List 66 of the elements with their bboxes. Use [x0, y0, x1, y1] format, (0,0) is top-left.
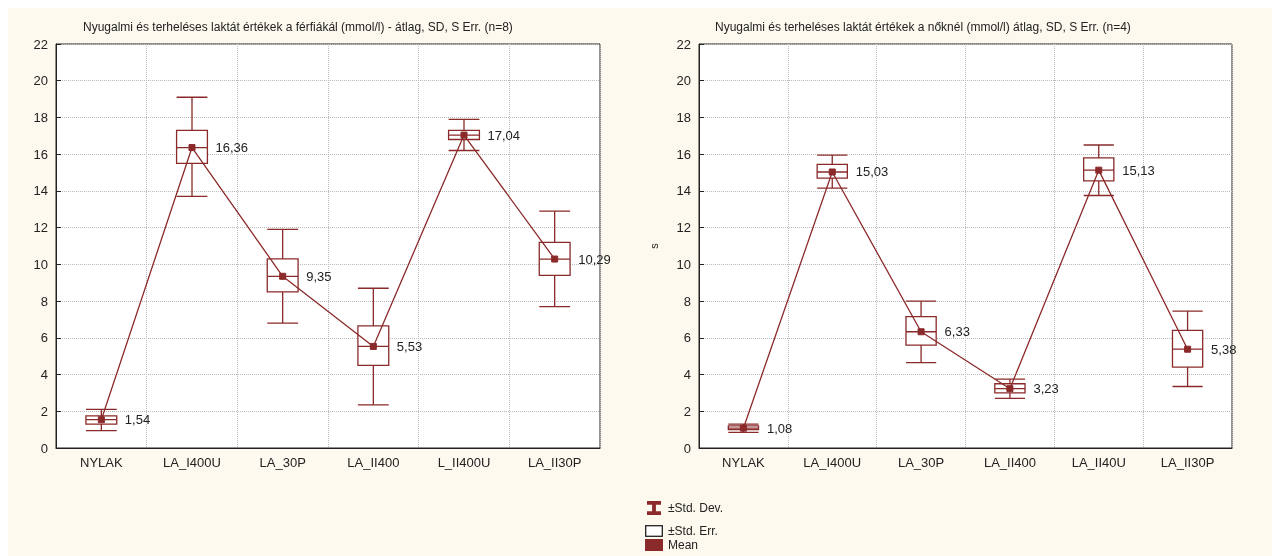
point — [279, 272, 287, 280]
y-tick-label: 22 — [33, 36, 48, 52]
y-tick-label: 8 — [683, 293, 691, 309]
data-label: 15,03 — [855, 164, 889, 180]
x-tick-label: LA_I400U — [803, 455, 862, 470]
y-tick-label: 12 — [676, 220, 691, 236]
point — [1006, 385, 1014, 393]
data-label: 6,33 — [944, 324, 970, 340]
data-label: 17,04 — [487, 127, 521, 143]
data-label: 9,35 — [306, 268, 332, 284]
y-tick-label: 22 — [676, 36, 691, 52]
y-tick-label: 2 — [683, 403, 691, 419]
y-tick-label: 14 — [676, 183, 691, 199]
x-tick-label: LA_II400 — [983, 455, 1036, 470]
y-axis-title: s — [647, 242, 660, 249]
data-label: 15,13 — [1122, 162, 1155, 178]
data-label: 1,54 — [124, 412, 151, 428]
y-tick-label: 18 — [676, 109, 691, 125]
y-tick-label: 4 — [683, 367, 691, 383]
y-tick-label: 16 — [33, 146, 48, 162]
y-tick-label: 10 — [676, 256, 691, 272]
data-label: 5,38 — [1211, 341, 1237, 357]
point — [1184, 345, 1192, 353]
point — [1095, 166, 1103, 174]
x-tick-label: NYLAK — [722, 455, 766, 470]
y-tick-label: 20 — [33, 73, 48, 89]
y-tick-label: 4 — [40, 367, 48, 383]
y-tick-label: 8 — [40, 293, 48, 309]
x-tick-label: LA_II400 — [347, 455, 400, 470]
y-tick-label: 20 — [676, 73, 691, 89]
x-tick-label: LA_II40U — [1071, 455, 1126, 470]
x-tick-label: LA_30P — [259, 455, 306, 470]
point — [739, 424, 747, 432]
x-tick-label: L_II400U — [437, 455, 491, 470]
point — [188, 144, 196, 152]
x-tick-label: LA_I400U — [163, 455, 221, 470]
point — [828, 168, 836, 176]
y-tick-label: 18 — [33, 109, 48, 125]
y-tick-label: 0 — [40, 440, 48, 456]
point — [97, 416, 105, 424]
data-label: 3,23 — [1033, 381, 1059, 397]
chart-title: Nyugalmi és terheléses laktát értékek a férfiákál (mmol/l) - átlag, SD, S Err. (n=8) — [83, 20, 513, 34]
data-label: 16,36 — [215, 140, 249, 156]
point — [917, 328, 925, 336]
legend-label: ±Std. Dev. — [668, 501, 724, 515]
point — [369, 342, 377, 350]
y-tick-label: 12 — [33, 220, 48, 236]
legend-label: Mean — [668, 538, 699, 552]
y-tick-label: 10 — [33, 256, 48, 272]
y-tick-label: 14 — [33, 183, 48, 199]
y-tick-label: 0 — [683, 440, 691, 456]
text: ±Std. Err. — [668, 524, 718, 538]
point — [551, 255, 559, 263]
x-tick-label: LA_30P — [897, 455, 945, 470]
point — [460, 131, 468, 139]
y-tick-label: 2 — [40, 403, 48, 419]
x-tick-label: NYLAK — [80, 455, 123, 470]
data-label: 10,29 — [578, 251, 611, 267]
x-tick-label: LA_II30P — [527, 455, 582, 470]
y-tick-label: 16 — [676, 146, 691, 162]
y-tick-label: 6 — [683, 330, 691, 346]
x-tick-label: LA_II30P — [1160, 455, 1215, 470]
data-label: 5,53 — [396, 338, 423, 354]
y-tick-label: 6 — [40, 330, 48, 346]
data-label: 1,08 — [766, 420, 793, 436]
chart-title: Nyugalmi és terheléses laktát értékek a nőknél (mmol/l) átlag, SD, S Err. (n=4) — [715, 20, 1131, 34]
